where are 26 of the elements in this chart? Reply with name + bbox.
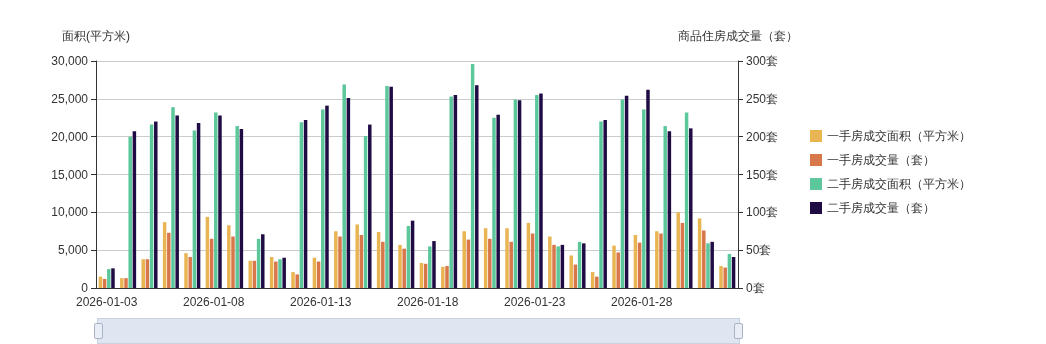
- x-tick-label: 2026-01-03: [76, 295, 138, 309]
- legend-label: 二手房成交量（套）: [827, 201, 935, 215]
- y2-axis-title: 商品住房成交量（套）: [678, 29, 798, 43]
- y2-tick-label: 0套: [746, 281, 765, 295]
- y2-tick-label: 150套: [746, 167, 779, 182]
- y-tick-label: 20,000: [51, 129, 89, 144]
- y-tick-label: 15,000: [51, 167, 89, 182]
- y-tick-label: 0: [81, 281, 89, 295]
- y2-tick-label: 100套: [746, 205, 779, 220]
- x-tick-label: 2026-01-08: [183, 295, 245, 309]
- y2-tick-label: 200套: [746, 129, 779, 144]
- x-tick-label: 2026-01-13: [290, 295, 352, 309]
- x-tick-label: 2026-01-18: [397, 295, 459, 309]
- legend-label: 二手房成交面积（平方米）: [827, 177, 971, 191]
- x-tick-label: 2026-01-28: [611, 295, 673, 309]
- y-tick-label: 5,000: [57, 243, 89, 258]
- y-axis-title: 面积(平方米): [62, 29, 130, 43]
- legend-label: 一手房成交面积（平方米）: [827, 129, 971, 143]
- y2-tick-label: 250套: [746, 91, 779, 106]
- x-tick-label: 2026-01-23: [504, 295, 566, 309]
- y2-tick-label: 50套: [746, 243, 772, 258]
- legend-label: 一手房成交量（套）: [827, 153, 935, 167]
- y-tick-label: 10,000: [51, 205, 89, 220]
- y2-tick-label: 300套: [746, 54, 779, 68]
- y-tick-label: 25,000: [51, 91, 89, 106]
- y-tick-label: 30,000: [51, 54, 89, 68]
